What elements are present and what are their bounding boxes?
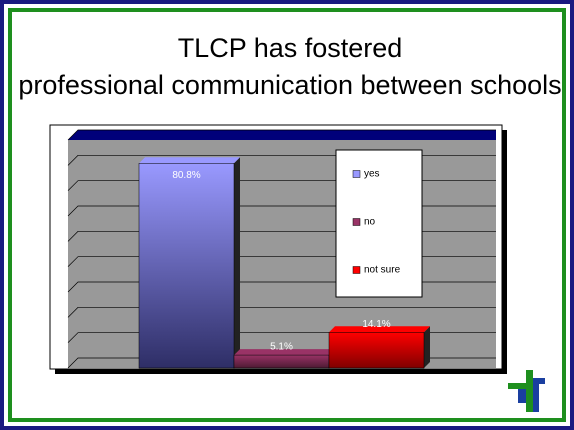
plot-area [68, 140, 496, 368]
grid-line [67, 306, 496, 318]
bar [138, 163, 235, 369]
inner-frame [8, 8, 566, 422]
bar-side [424, 326, 430, 368]
legend-swatch [352, 266, 361, 274]
legend-swatch [352, 218, 361, 226]
legend-label: not sure [364, 265, 401, 276]
bar [233, 354, 330, 369]
bar [328, 332, 425, 369]
logo [508, 370, 545, 412]
bar-side [234, 157, 240, 368]
legend [335, 149, 423, 298]
legend-label: yes [364, 169, 380, 180]
bar-top [329, 326, 430, 333]
bar-top [234, 349, 335, 356]
data-label: 5.1% [270, 342, 293, 353]
legend-swatch [352, 170, 361, 178]
data-label: 80.8% [172, 170, 200, 181]
grid-line [67, 129, 496, 141]
legend-label: no [364, 217, 376, 228]
bar-top [139, 157, 240, 164]
data-label: 14.1% [362, 319, 390, 330]
slide-title: TLCP has fostered professional communicat… [18, 33, 561, 100]
back-wall-top [68, 130, 496, 140]
